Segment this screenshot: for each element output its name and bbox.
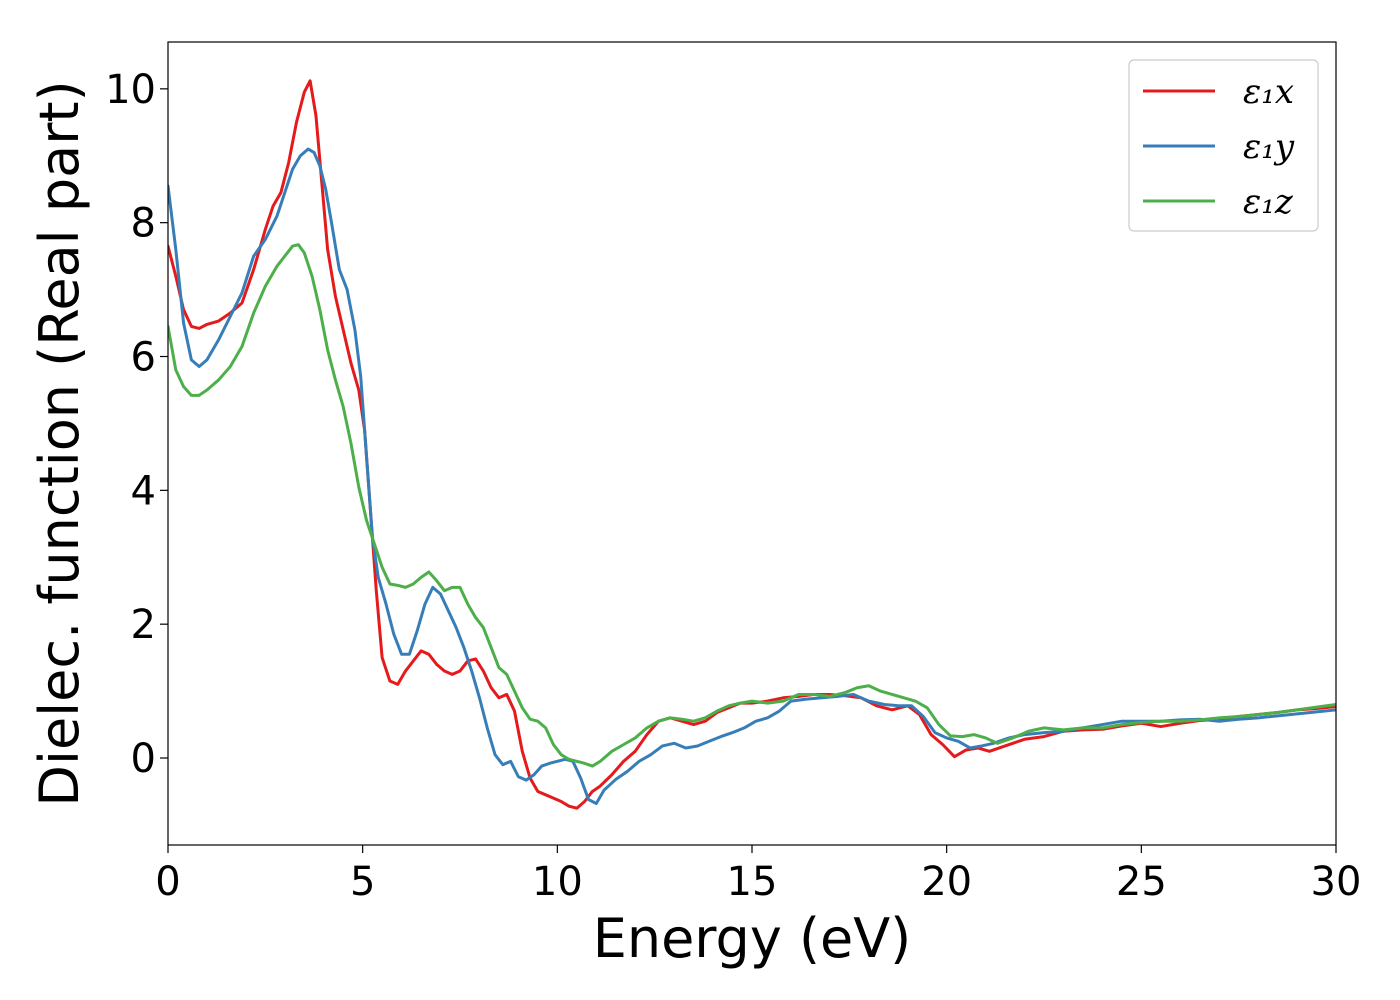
x-tick-label: 20 [921,859,972,905]
legend-label: ε₁z [1243,182,1294,222]
y-tick-label: 10 [105,67,156,113]
series-line-3 [168,243,1336,768]
x-tick-label: 10 [532,859,583,905]
x-tick-label: 30 [1311,859,1362,905]
y-tick-label: 2 [131,602,156,648]
x-tick-label: 15 [727,859,778,905]
x-tick-label: 5 [350,859,375,905]
legend-box [1128,59,1319,232]
y-tick-label: 6 [131,335,156,381]
series-line-1 [168,79,1336,810]
y-tick-label: 0 [131,736,156,782]
x-tick-label: 0 [155,859,180,905]
series-layer [168,79,1336,810]
x-axis-title: Energy (eV) [593,907,912,970]
y-axis-title: Dielec. function (Real part) [28,80,91,806]
legend: ε₁x ε₁y ε₁z [1128,59,1319,232]
y-axis: 0 2 4 6 8 10 [105,67,168,782]
series-line-2 [168,147,1336,806]
legend-label: ε₁x [1243,72,1294,112]
y-tick-label: 4 [131,468,156,514]
y-tick-label: 8 [131,201,156,247]
x-tick-label: 25 [1116,859,1167,905]
x-axis: 0 5 10 15 20 25 30 [155,845,1361,905]
legend-label: ε₁y [1243,127,1295,167]
